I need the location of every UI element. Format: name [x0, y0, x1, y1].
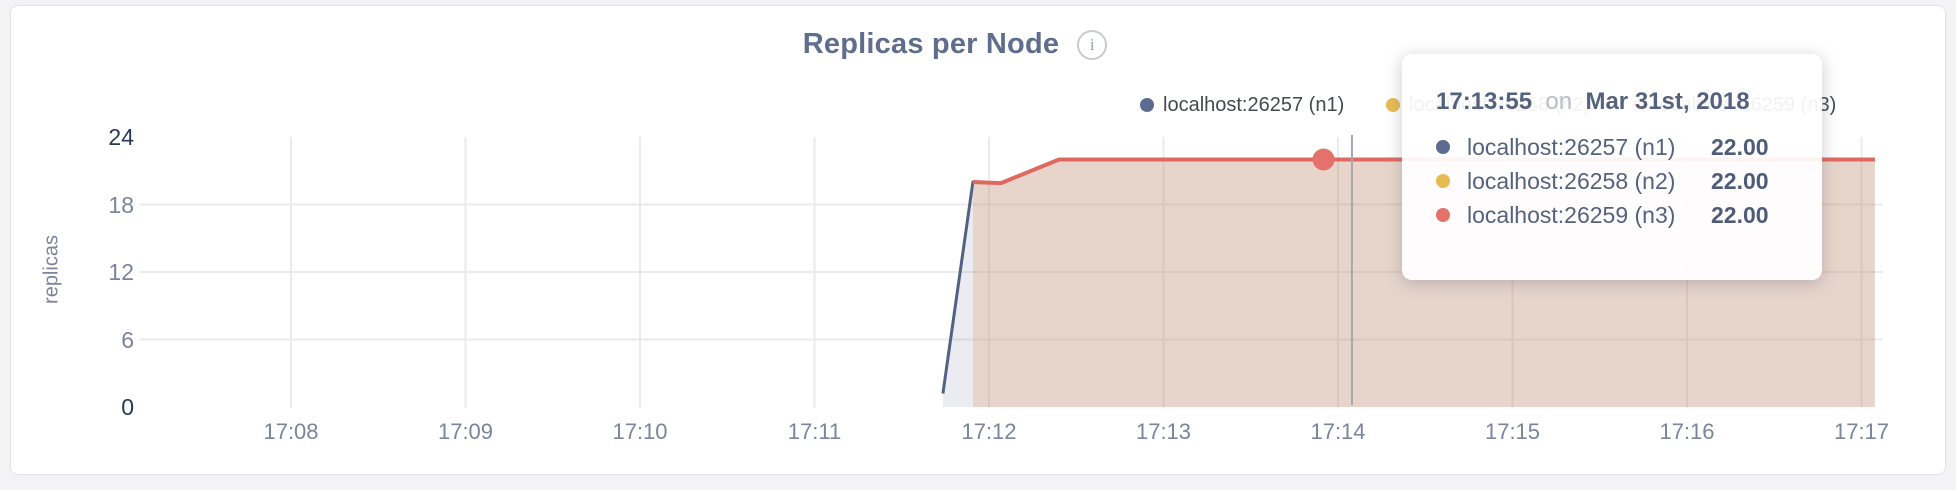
- hover-tooltip: 17:13:55 on Mar 31st, 2018 localhost:262…: [1402, 54, 1822, 280]
- tooltip-date: Mar 31st, 2018: [1585, 88, 1750, 115]
- legend-item[interactable]: localhost:26257 (n1): [1140, 92, 1344, 118]
- hover-point-marker: [1312, 148, 1335, 171]
- tooltip-series-row: localhost:26257 (n1) 22.00: [1436, 130, 1798, 164]
- x-tick-label: 17:12: [961, 419, 1017, 444]
- info-icon-glyph: i: [1089, 34, 1095, 54]
- x-tick-label: 17:14: [1310, 419, 1366, 444]
- tooltip-series-value: 22.00: [1711, 201, 1769, 228]
- y-tick-label: 12: [108, 259, 134, 285]
- x-tick-label: 17:17: [1833, 419, 1890, 444]
- tooltip-series-row: localhost:26259 (n3) 22.00: [1436, 198, 1798, 232]
- x-tick-label: 17:16: [1659, 419, 1715, 444]
- legend-series-label: localhost:26257 (n1): [1163, 93, 1345, 116]
- tooltip-series-row: localhost:26258 (n2) 22.00: [1436, 164, 1798, 198]
- tooltip-series-value: 22.00: [1711, 133, 1769, 160]
- x-tick-label: 17:08: [263, 419, 319, 444]
- x-tick-label: 17:15: [1484, 419, 1541, 444]
- y-tick-label: 18: [108, 191, 134, 218]
- y-tick-label: 6: [121, 326, 134, 353]
- tooltip-series-dot-icon: [1436, 208, 1450, 222]
- x-tick-label: 17:10: [612, 419, 668, 444]
- tooltip-series-dot-icon: [1436, 140, 1450, 154]
- tooltip-series-label: localhost:26258 (n2): [1467, 167, 1676, 194]
- x-tick-label: 17:13: [1135, 419, 1192, 444]
- x-tick-label: 17:11: [787, 419, 842, 444]
- legend-series-dot-icon: [1386, 98, 1400, 112]
- tooltip-time: 17:13:55: [1436, 88, 1533, 115]
- y-tick-label: 0: [121, 394, 134, 420]
- tooltip-on-word: on: [1545, 88, 1573, 115]
- x-tick-label: 17:09: [437, 419, 494, 444]
- legend-series-dot-icon: [1140, 98, 1154, 112]
- info-icon[interactable]: i: [1077, 29, 1108, 60]
- tooltip-series-value: 22.00: [1711, 167, 1769, 194]
- tooltip-space: [1572, 88, 1579, 115]
- tooltip-series-label: localhost:26259 (n3): [1467, 201, 1676, 228]
- tooltip-series-label: localhost:26257 (n1): [1467, 133, 1676, 160]
- tooltip-timestamp: 17:13:55 on Mar 31st, 2018: [1436, 88, 1798, 116]
- tooltip-rows: localhost:26257 (n1) 22.00 localhost:26258…: [1436, 130, 1798, 232]
- tooltip-series-dot-icon: [1436, 174, 1450, 188]
- y-tick-label: 24: [108, 124, 134, 150]
